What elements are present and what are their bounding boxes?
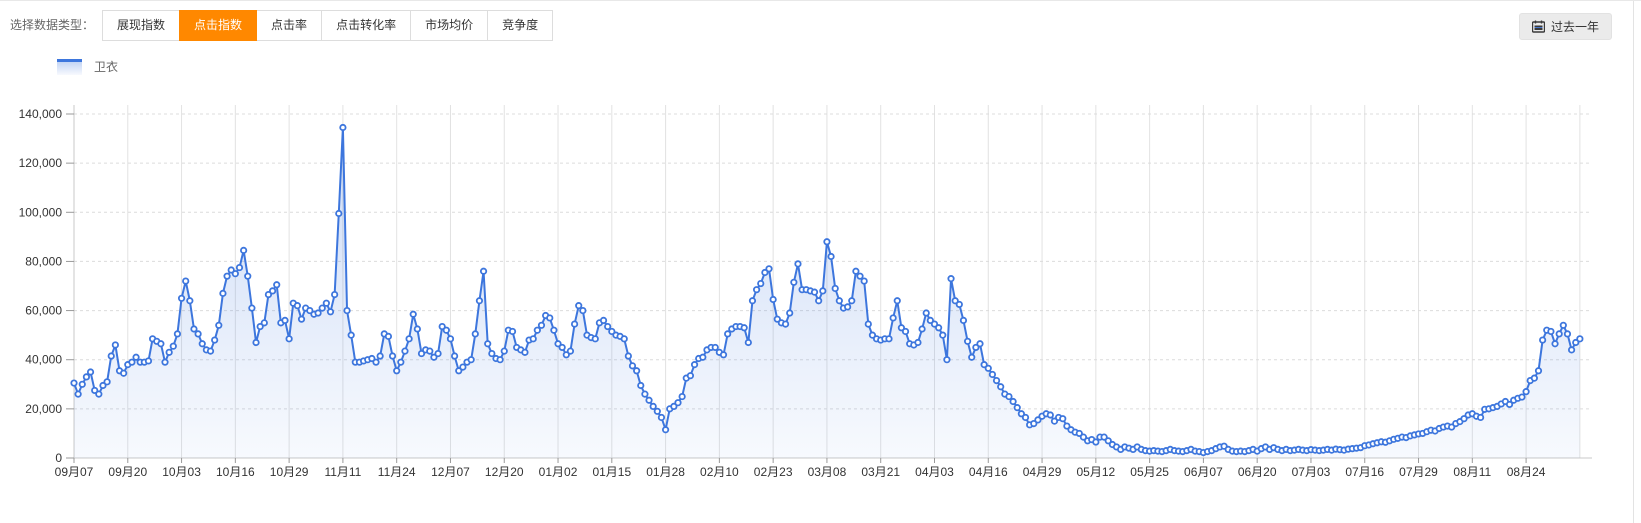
svg-text:0: 0 <box>55 451 62 465</box>
svg-text:04月16: 04月16 <box>969 465 1008 479</box>
calendar-icon <box>1531 20 1545 33</box>
svg-text:08月24: 08月24 <box>1507 465 1546 479</box>
svg-text:06月07: 06月07 <box>1184 465 1223 479</box>
tab-市场均价[interactable]: 市场均价 <box>410 10 489 41</box>
legend-swatch <box>57 58 82 75</box>
series-weiyi <box>70 123 1584 458</box>
svg-text:09月07: 09月07 <box>55 465 94 479</box>
svg-text:12月20: 12月20 <box>485 465 524 479</box>
svg-text:120,000: 120,000 <box>19 156 63 170</box>
svg-text:80,000: 80,000 <box>25 254 62 268</box>
x-axis: 09月07 09月20 10月03 10月16 10月29 11月11 11月24 12月07… <box>55 457 1592 479</box>
tab-竞争度[interactable]: 竞争度 <box>487 10 554 41</box>
svg-text:06月20: 06月20 <box>1238 465 1277 479</box>
svg-text:03月08: 03月08 <box>808 465 847 479</box>
past-year-label: 过去一年 <box>1550 20 1599 34</box>
svg-text:10月16: 10月16 <box>216 465 255 479</box>
svg-text:07月03: 07月03 <box>1292 465 1331 479</box>
svg-text:12月07: 12月07 <box>431 465 470 479</box>
legend-label: 卫衣 <box>94 60 119 74</box>
svg-text:10月29: 10月29 <box>270 465 309 479</box>
svg-text:07月29: 07月29 <box>1399 465 1438 479</box>
svg-text:10月03: 10月03 <box>162 465 201 479</box>
svg-text:100,000: 100,000 <box>19 205 63 219</box>
data-type-toolbar: 选择数据类型： 展现指数 点击指数 点击率 点击转化率 市场均价 竞争度 <box>10 10 554 41</box>
svg-text:01月15: 01月15 <box>592 465 631 479</box>
svg-text:11月24: 11月24 <box>378 465 416 479</box>
svg-text:07月16: 07月16 <box>1345 465 1384 479</box>
svg-text:02月23: 02月23 <box>754 465 793 479</box>
tab-点击率[interactable]: 点击率 <box>256 10 323 41</box>
svg-text:01月02: 01月02 <box>539 465 578 479</box>
panel-separator <box>1633 1 1634 523</box>
data-type-tabs: 展现指数 点击指数 点击率 点击转化率 市场均价 竞争度 <box>102 10 554 41</box>
svg-text:02月10: 02月10 <box>700 465 739 479</box>
svg-text:03月21: 03月21 <box>861 465 900 479</box>
svg-text:11月11: 11月11 <box>324 465 361 479</box>
svg-text:05月12: 05月12 <box>1076 465 1115 479</box>
svg-text:08月11: 08月11 <box>1453 465 1491 479</box>
chart-legend[interactable]: 卫衣 <box>57 58 118 75</box>
svg-text:01月28: 01月28 <box>646 465 685 479</box>
svg-text:04月03: 04月03 <box>915 465 954 479</box>
past-year-button[interactable]: 过去一年 <box>1518 13 1612 40</box>
svg-text:20,000: 20,000 <box>25 402 62 416</box>
series-markers <box>70 123 1584 457</box>
svg-text:04月29: 04月29 <box>1023 465 1062 479</box>
svg-text:05月25: 05月25 <box>1130 465 1169 479</box>
svg-text:60,000: 60,000 <box>25 304 62 318</box>
svg-text:40,000: 40,000 <box>25 353 62 367</box>
y-axis: 0 20,000 40,000 60,000 80,000 100,000 120,000 1… <box>19 105 75 465</box>
svg-text:140,000: 140,000 <box>19 107 63 121</box>
data-type-label: 选择数据类型： <box>10 18 95 32</box>
tab-点击指数[interactable]: 点击指数 <box>179 10 258 41</box>
series-area <box>74 127 1580 458</box>
svg-text:09月20: 09月20 <box>108 465 147 479</box>
